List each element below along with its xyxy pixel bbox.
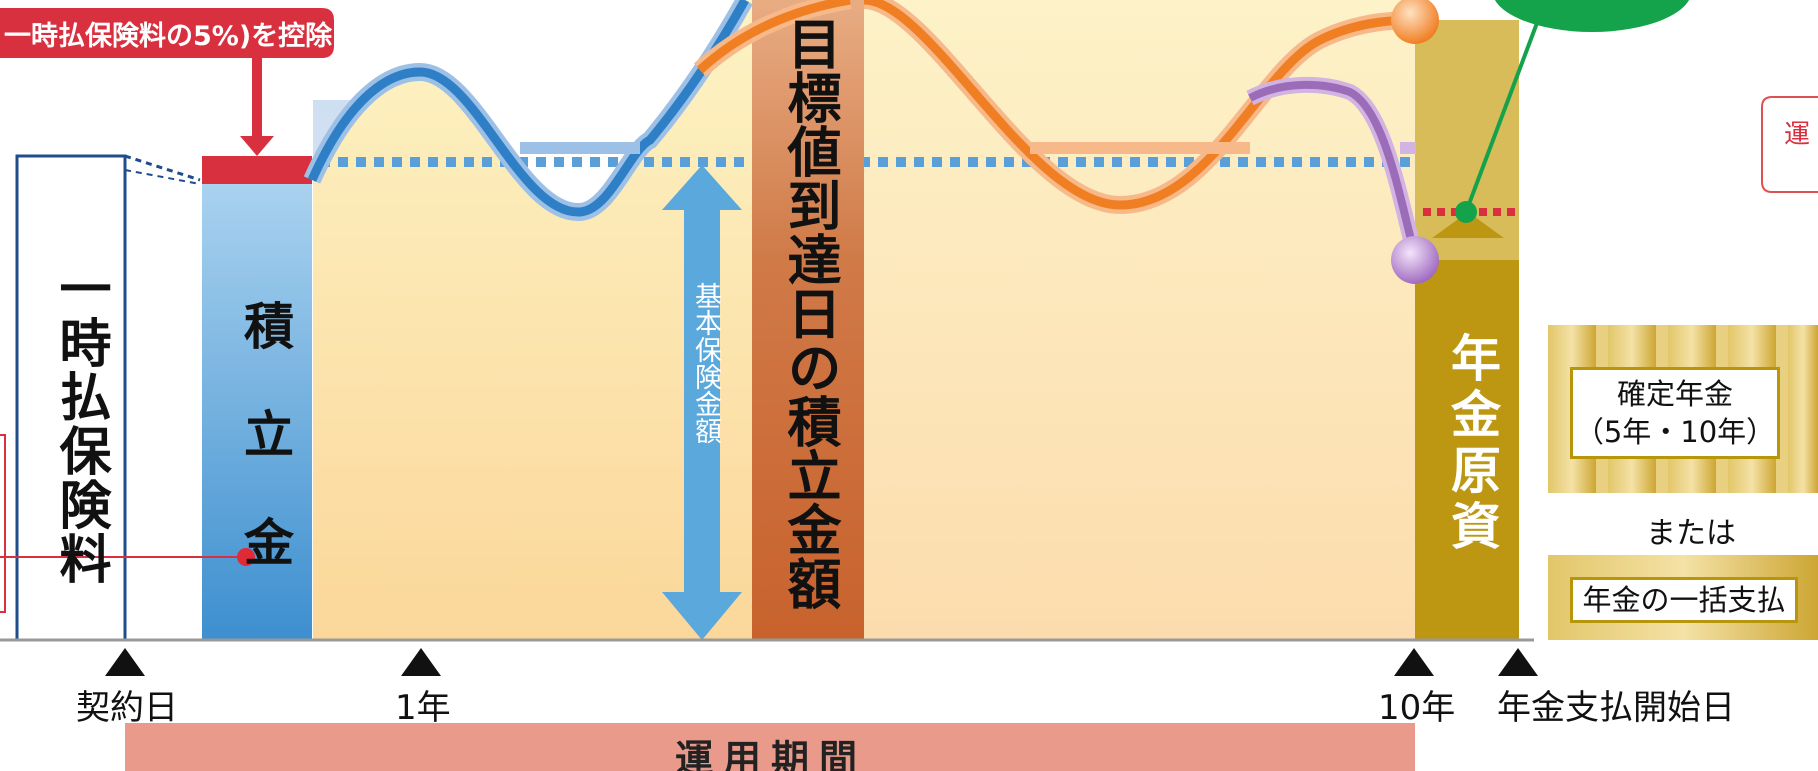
accumulation-label: 積 立 金 [236, 300, 294, 566]
left-cut-bracket [0, 434, 6, 613]
green-pointer-line [1464, 14, 1542, 213]
marker-pension-start [1498, 648, 1538, 676]
pension-gold-arrow [1432, 212, 1504, 238]
green-pointer-dot [1455, 201, 1477, 223]
basic-amount-arrow-shaft [684, 205, 720, 597]
deduction-arrow-head [240, 136, 274, 156]
right-cut-box [1761, 96, 1818, 193]
contract-date-label: 契約日 [76, 688, 178, 728]
marker-contract-date [105, 648, 145, 676]
blue-curve [307, 0, 749, 217]
orange-end-ball [1391, 0, 1439, 44]
fixed-pension-line1: 確定年金 [1616, 377, 1733, 411]
deduction-label: 一時払保険料の5%)を控除 [4, 21, 333, 52]
fixed-pension-line2: （5年・10年） [1574, 415, 1776, 449]
orange-curve-left [696, 0, 851, 74]
lump-sum-box: 年金の一括支払 [1570, 577, 1798, 623]
green-callout-bubble [1494, 0, 1690, 32]
period-band [125, 723, 1415, 771]
pension-start-label: 年金支払開始日 [1497, 688, 1735, 728]
red-pointer-dot [237, 548, 255, 566]
right-cut-label: 運 [1784, 120, 1811, 150]
single-premium-label: 一時払保険料 [50, 262, 110, 586]
deduction-block [202, 156, 312, 184]
pension-fund-label: 年金原資 [1443, 332, 1501, 556]
marker-year-1 [401, 648, 441, 676]
year-1-label: 1年 [395, 688, 451, 728]
orange-curve [863, 0, 1417, 210]
deduction-arrow-shaft [252, 55, 262, 140]
basic-amount-arrow-head-down [662, 592, 742, 640]
accumulation-column [202, 184, 312, 640]
purple-end-ball [1391, 236, 1439, 284]
basic-amount-arrow-head-up [662, 165, 742, 210]
lump-sum-label: 年金の一括支払 [1582, 583, 1786, 617]
deduction-label-bubble [0, 8, 334, 58]
or-label: または [1646, 516, 1736, 551]
fixed-pension-box: 確定年金 （5年・10年） [1570, 367, 1780, 459]
basic-insurance-amount-label: 基本保険金額 [690, 282, 721, 444]
single-premium-box [15, 154, 127, 642]
target-achievement-label: 目標値到達日の積立金額 [778, 16, 841, 610]
period-label: 運用期間 [675, 737, 868, 771]
pension-fund-column [1415, 260, 1519, 640]
dashed-link-bottom [124, 169, 201, 185]
target-achievement-column [752, 0, 864, 640]
dashed-link-top [124, 154, 201, 182]
warm-area-fill-right [864, 0, 1420, 640]
purple-curve [1248, 80, 1419, 257]
marker-year-10 [1394, 648, 1434, 676]
year-10-label: 10年 [1378, 688, 1456, 728]
